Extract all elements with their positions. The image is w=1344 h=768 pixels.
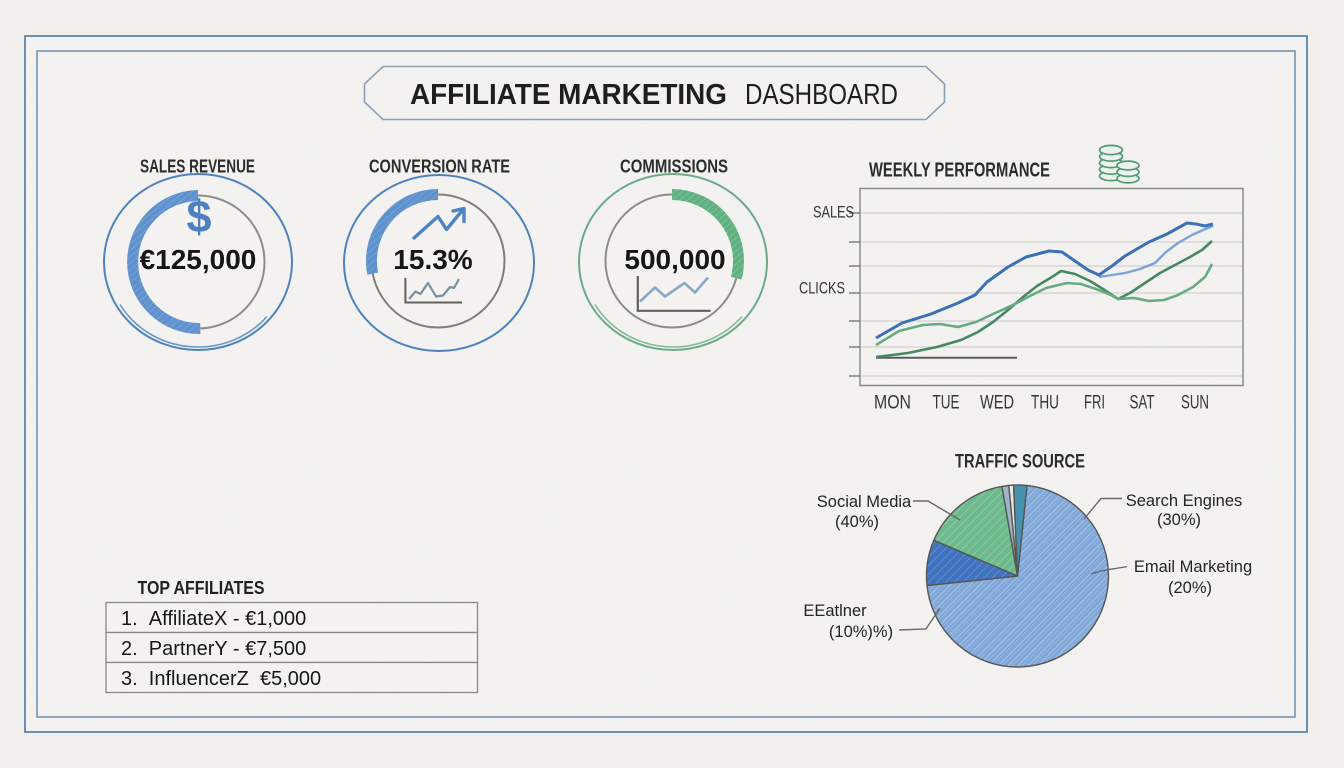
svg-text:Email Marketing: Email Marketing <box>1134 558 1252 576</box>
svg-text:(20%): (20%) <box>1168 579 1212 597</box>
svg-text:THU: THU <box>1031 393 1059 414</box>
svg-text:TRAFFIC SOURCE: TRAFFIC SOURCE <box>955 452 1085 473</box>
svg-text:CLICKS: CLICKS <box>799 280 845 298</box>
svg-text:(40%): (40%) <box>835 513 879 531</box>
svg-text:$: $ <box>186 191 211 242</box>
svg-text:1. AffiliateX - €1,000: 1. AffiliateX - €1,000 <box>121 608 306 630</box>
svg-text:(30%): (30%) <box>1157 511 1201 529</box>
svg-text:2. PartnerY - €7,500: 2. PartnerY - €7,500 <box>121 638 306 660</box>
svg-text:TOP AFFILIATES: TOP AFFILIATES <box>138 577 265 598</box>
svg-text:WED: WED <box>980 393 1014 414</box>
svg-text:WEEKLY PERFORMANCE: WEEKLY PERFORMANCE <box>869 160 1050 182</box>
svg-text:DASHBOARD: DASHBOARD <box>745 79 898 111</box>
svg-text:3. InfluencerZ €5,000: 3. InfluencerZ €5,000 <box>121 668 321 690</box>
svg-text:(10%)%): (10%)%) <box>829 623 893 641</box>
svg-text:Search Engines: Search Engines <box>1126 492 1243 510</box>
svg-text:EEatlner: EEatlner <box>803 602 867 620</box>
svg-text:500,000: 500,000 <box>624 244 725 275</box>
svg-text:SALES REVENUE: SALES REVENUE <box>140 157 255 177</box>
svg-text:COMMISSIONS: COMMISSIONS <box>620 157 728 177</box>
svg-text:Social Media: Social Media <box>817 493 912 511</box>
svg-text:FRI: FRI <box>1084 393 1105 414</box>
svg-text:AFFILIATE MARKETING: AFFILIATE MARKETING <box>410 79 727 111</box>
svg-text:SUN: SUN <box>1181 393 1209 414</box>
svg-text:TUE: TUE <box>933 393 960 414</box>
svg-text:MON: MON <box>874 393 911 414</box>
svg-text:15.3%: 15.3% <box>393 244 472 275</box>
svg-text:€125,000: €125,000 <box>140 244 257 275</box>
svg-text:CONVERSION RATE: CONVERSION RATE <box>369 157 510 177</box>
svg-text:SALES: SALES <box>813 204 854 222</box>
svg-text:SAT: SAT <box>1130 393 1155 414</box>
